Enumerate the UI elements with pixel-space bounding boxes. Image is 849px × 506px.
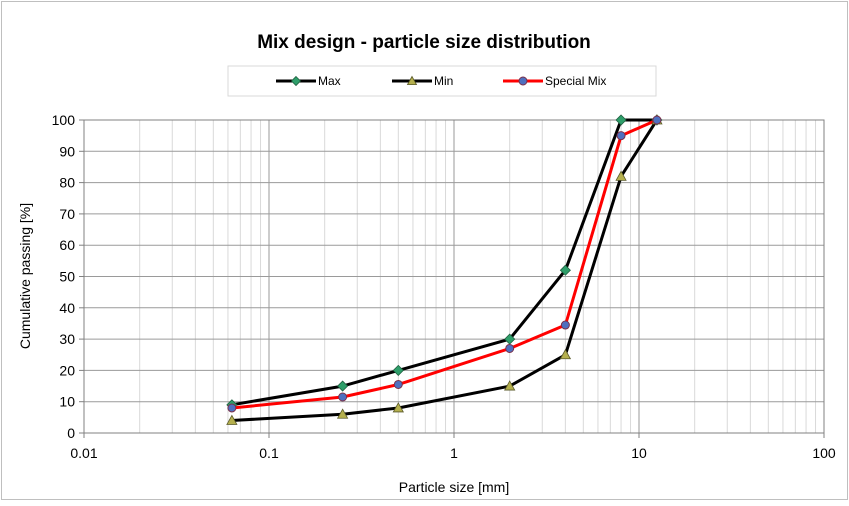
y-tick-label: 20 — [59, 362, 75, 378]
y-axis-ticks: 0 10 20 30 40 50 60 70 80 90 100 — [52, 112, 84, 441]
legend-marker-special-mix — [518, 76, 528, 86]
y-tick-label: 10 — [59, 394, 75, 410]
data-point-min — [392, 402, 404, 413]
x-axis-ticks: 0.01 0.1 1 10 100 — [70, 433, 836, 461]
x-tick-label: 0.01 — [70, 445, 97, 461]
data-point-max — [392, 364, 404, 376]
y-tick-label: 90 — [59, 143, 75, 159]
chart-title: Mix design - particle size distribution — [257, 32, 591, 53]
data-point-special-mix — [227, 403, 237, 413]
x-tick-label: 1 — [450, 445, 458, 461]
y-tick-label: 70 — [59, 206, 75, 222]
y-tick-label: 80 — [59, 175, 75, 191]
x-tick-label: 100 — [812, 445, 836, 461]
data-point-special-mix — [616, 131, 626, 141]
data-point-special-mix — [393, 379, 403, 389]
data-point-min — [226, 414, 238, 425]
x-tick-label: 0.1 — [259, 445, 279, 461]
legend-marker-max — [290, 75, 302, 87]
data-point-special-mix — [338, 392, 348, 402]
data-point-max — [337, 380, 349, 392]
data-point-min — [559, 348, 572, 360]
legend-label-special-mix: Special Mix — [545, 74, 606, 88]
y-tick-label: 50 — [59, 269, 75, 285]
data-point-special-mix — [505, 343, 515, 353]
data-point-min — [615, 170, 627, 181]
data-point-max — [559, 264, 571, 276]
x-axis-label: Particle size [mm] — [399, 479, 509, 495]
y-axis-label: Cumulative passing [%] — [17, 203, 33, 349]
y-tick-label: 100 — [52, 112, 76, 128]
y-tick-label: 60 — [59, 237, 75, 253]
legend-marker-min — [406, 75, 418, 85]
data-point-min — [336, 408, 349, 419]
y-tick-label: 30 — [59, 331, 75, 347]
legend-label-min: Min — [434, 74, 453, 88]
data-point-max — [615, 114, 627, 126]
x-tick-label: 10 — [631, 445, 647, 461]
y-tick-label: 0 — [67, 425, 75, 441]
data-point-min — [504, 380, 516, 391]
data-point-special-mix — [560, 320, 570, 330]
legend-label-max: Max — [318, 74, 341, 88]
data-point-special-mix — [652, 115, 662, 125]
series-markers — [226, 114, 663, 425]
y-tick-label: 40 — [59, 300, 75, 316]
legend: Max Min Special Mix — [276, 74, 606, 88]
